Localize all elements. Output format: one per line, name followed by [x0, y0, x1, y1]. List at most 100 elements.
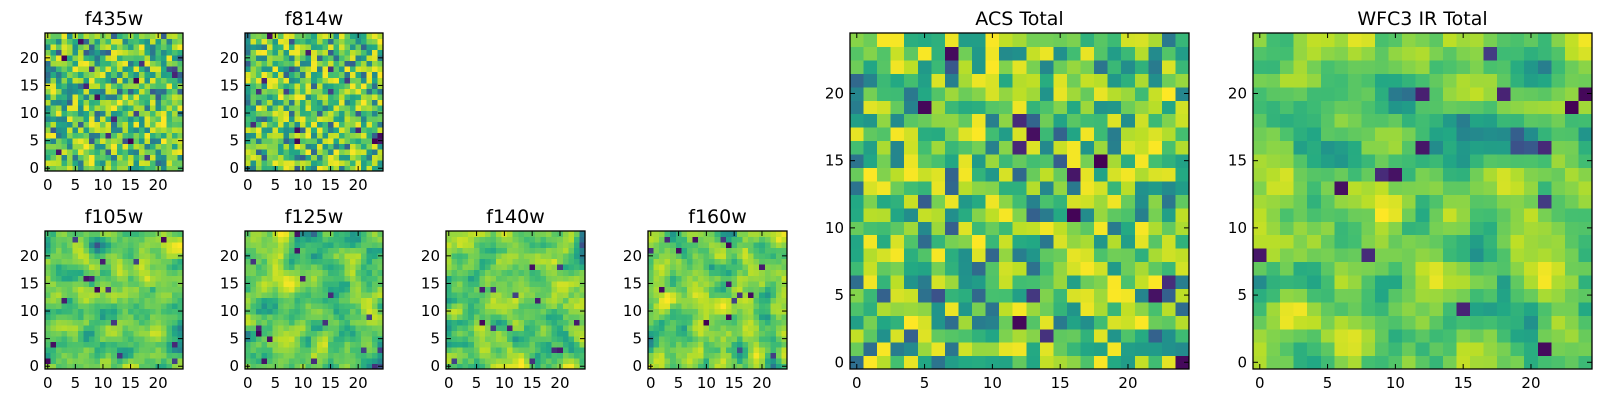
- heatmap-cell: [775, 291, 783, 298]
- heatmap-cell: [731, 242, 738, 249]
- heatmap-cell: [1293, 315, 1308, 330]
- heatmap-cell: [501, 324, 508, 331]
- heatmap-cell: [349, 33, 356, 40]
- heatmap-cell: [138, 258, 145, 265]
- heatmap-cell: [496, 291, 503, 298]
- heatmap-cell: [534, 330, 542, 337]
- heatmap-cell: [50, 247, 57, 254]
- heatmap-cell: [1053, 328, 1068, 343]
- heatmap-cell: [1053, 288, 1068, 303]
- heatmap-cell: [111, 357, 118, 365]
- heatmap-cell: [653, 363, 660, 370]
- heatmap-cell: [278, 165, 285, 172]
- heatmap-cell: [972, 59, 987, 74]
- heatmap-cell: [316, 258, 323, 265]
- heatmap-cell: [67, 77, 74, 84]
- heatmap-cell: [720, 247, 727, 254]
- heatmap-cell: [171, 286, 179, 293]
- heatmap-cell: [468, 297, 475, 304]
- heatmap-cell: [546, 357, 553, 365]
- heatmap-cell: [904, 301, 919, 316]
- y-tick-label: 10: [20, 302, 39, 320]
- heatmap-cell: [61, 33, 68, 40]
- heatmap-cell: [377, 269, 384, 276]
- heatmap-cell: [160, 291, 168, 298]
- heatmap-cell: [89, 143, 96, 150]
- heatmap-cell: [496, 302, 503, 309]
- heatmap-cell: [300, 60, 307, 67]
- heatmap-cell: [278, 247, 285, 254]
- heatmap-cell: [256, 269, 263, 276]
- heatmap-cell: [1107, 59, 1122, 74]
- heatmap-cell: [648, 242, 655, 249]
- heatmap-cell: [1175, 59, 1190, 74]
- heatmap-cell: [89, 82, 96, 89]
- heatmap-cell: [127, 341, 134, 348]
- heatmap-cell: [540, 297, 547, 304]
- heatmap-cell: [338, 275, 345, 282]
- heatmap-cell: [338, 132, 345, 139]
- heatmap-cell: [366, 55, 373, 62]
- heatmap-cell: [83, 313, 90, 320]
- heatmap-cell: [322, 88, 329, 95]
- heatmap-cell: [349, 330, 356, 337]
- heatmap-cell: [56, 357, 63, 365]
- heatmap-cell: [144, 66, 151, 73]
- heatmap-cell: [1578, 355, 1593, 370]
- heatmap-cell: [863, 342, 878, 357]
- heatmap-cell: [1161, 301, 1177, 316]
- heatmap-cell: [648, 264, 655, 271]
- heatmap-cell: [714, 269, 721, 276]
- heatmap-cell: [377, 341, 384, 348]
- heatmap-cell: [100, 357, 107, 365]
- heatmap-cell: [122, 121, 129, 128]
- heatmap-cell: [116, 154, 123, 161]
- heatmap-cell: [78, 104, 85, 111]
- heatmap-cell: [371, 319, 379, 326]
- heatmap-cell: [675, 236, 682, 243]
- heatmap-cell: [149, 104, 156, 111]
- heatmap-cell: [355, 148, 362, 156]
- heatmap-cell: [490, 335, 497, 342]
- heatmap-cell: [100, 143, 107, 150]
- heatmap-cell: [294, 132, 301, 139]
- heatmap-cell: [731, 346, 738, 354]
- heatmap-cell: [316, 165, 323, 172]
- heatmap-cell: [496, 231, 503, 238]
- y-tick-label: 15: [421, 274, 440, 292]
- heatmap-cell: [149, 363, 156, 370]
- heatmap-cell: [551, 236, 558, 243]
- heatmap-cell: [166, 110, 173, 117]
- heatmap-cell: [111, 132, 118, 139]
- heatmap-cell: [45, 275, 52, 282]
- heatmap-cell: [338, 231, 345, 238]
- heatmap-cell: [256, 82, 263, 89]
- heatmap-cell: [360, 302, 368, 309]
- heatmap-cell: [1026, 301, 1041, 316]
- heatmap-cell: [300, 44, 307, 51]
- heatmap-cell: [349, 280, 356, 287]
- heatmap-cell: [1161, 73, 1177, 88]
- heatmap-cell: [714, 341, 721, 348]
- heatmap-cell: [83, 82, 90, 89]
- heatmap-cell: [327, 115, 334, 122]
- heatmap-cell: [1429, 315, 1444, 330]
- heatmap-cell: [944, 288, 960, 303]
- heatmap-cell: [692, 352, 699, 359]
- heatmap-cell: [316, 154, 323, 161]
- heatmap-cell: [267, 247, 274, 254]
- heatmap-cell: [100, 115, 107, 122]
- heatmap-cell: [958, 127, 973, 142]
- heatmap-cell: [333, 82, 340, 89]
- heatmap-cell: [127, 352, 134, 359]
- heatmap-cell: [681, 335, 688, 342]
- heatmap-cell: [557, 253, 564, 260]
- heatmap-cell: [725, 346, 732, 354]
- heatmap-cell: [300, 132, 307, 139]
- heatmap-cell: [568, 313, 575, 320]
- heatmap-cell: [451, 352, 458, 359]
- heatmap-cell: [111, 165, 118, 172]
- heatmap-cell: [1388, 274, 1403, 289]
- heatmap-cell: [311, 253, 318, 260]
- heatmap-cell: [507, 231, 514, 238]
